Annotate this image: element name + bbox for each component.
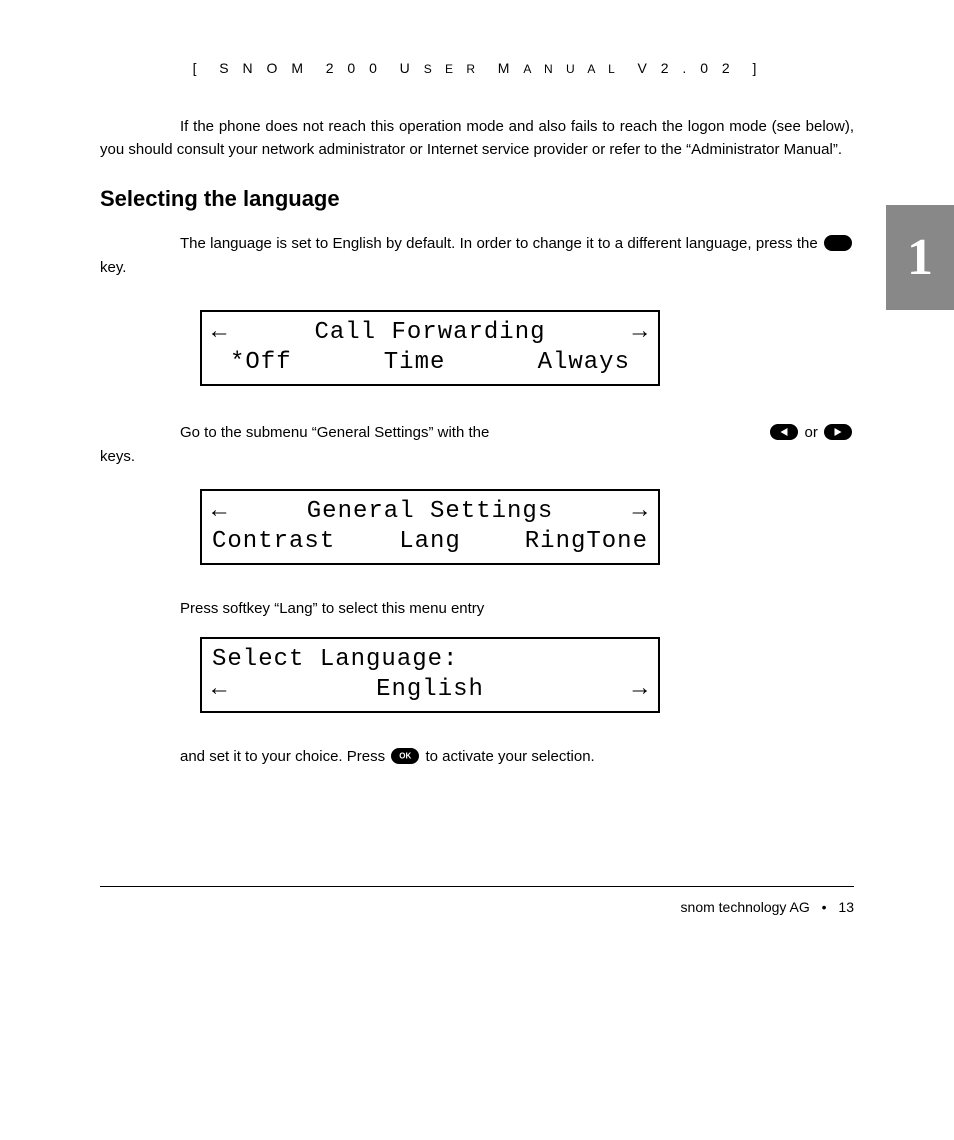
lcd2-arrow-right: →	[633, 497, 648, 527]
right-arrow-key-icon	[824, 424, 852, 440]
lcd3-row1: Select Language:	[212, 645, 648, 675]
lcd1-arrow-right: →	[633, 318, 648, 348]
page-header: [ S N O M 2 0 0 U S E R M A N U A L V 2 …	[100, 60, 854, 76]
f-key-icon: F	[824, 235, 852, 251]
lcd-call-forwarding: ← Call Forwarding → *Off Time Always	[200, 310, 660, 386]
lcd1-opt-always: Always	[538, 348, 630, 378]
chapter-number: 1	[907, 228, 933, 287]
para-press-softkey: Press softkey “Lang” to select this menu…	[180, 600, 854, 617]
lcd-select-language: Select Language: ← English →	[200, 637, 660, 713]
lcd2-row2: Contrast Lang RingTone	[212, 527, 648, 557]
ok-key-icon: OK	[391, 748, 419, 764]
lcd1-arrow-left: ←	[212, 318, 227, 348]
para-activate: and set it to your choice. Press OK to a…	[180, 748, 854, 766]
lcd2-row1: ← General Settings →	[212, 497, 648, 527]
lcd1-opt-time: Time	[384, 348, 446, 378]
lcd3-value: English	[376, 675, 484, 705]
page-footer: snom technology AG • 13	[100, 886, 854, 915]
para2-line2: keys.	[100, 445, 854, 469]
para-language-default: The language is set to English by defaul…	[100, 232, 854, 280]
lcd1-opt-off: *Off	[230, 348, 292, 378]
para4-text-a: and set it to your choice. Press	[180, 748, 389, 765]
lcd2-arrow-left: ←	[212, 497, 227, 527]
lcd-general-settings: ← General Settings → Contrast Lang RingT…	[200, 489, 660, 565]
lcd2-title: General Settings	[307, 497, 553, 527]
lcd1-row2: *Off Time Always	[212, 348, 648, 378]
left-arrow-key-icon	[770, 424, 798, 440]
lcd2-opt-contrast: Contrast	[212, 527, 335, 557]
footer-page-number: 13	[838, 899, 854, 915]
para1-text-b: key.	[100, 259, 126, 276]
para2-text-or: or	[804, 424, 822, 441]
lcd2-opt-ringtone: RingTone	[525, 527, 648, 557]
header-title-text: [ S N O M 2 0 0 U S E R M A N U A L V 2 …	[193, 60, 762, 76]
para4-text-b: to activate your selection.	[421, 748, 594, 765]
lcd3-arrow-right: →	[633, 675, 648, 705]
section-heading: Selecting the language	[100, 186, 854, 212]
para-submenu-nav: Go to the submenu “General Settings” wit…	[100, 421, 854, 469]
para1-text-a: The language is set to English by defaul…	[180, 235, 822, 252]
footer-company: snom technology AG	[681, 899, 810, 915]
lcd2-opt-lang: Lang	[399, 527, 461, 557]
lcd1-row1: ← Call Forwarding →	[212, 318, 648, 348]
lcd1-title: Call Forwarding	[314, 318, 545, 348]
chapter-tab: 1	[886, 205, 954, 310]
para2-text-a: Go to the submenu “General Settings” wit…	[180, 421, 489, 445]
intro-paragraph: If the phone does not reach this operati…	[100, 116, 854, 161]
lcd3-arrow-left: ←	[212, 675, 227, 705]
lcd3-row2: ← English →	[212, 675, 648, 705]
footer-separator: •	[822, 899, 827, 915]
